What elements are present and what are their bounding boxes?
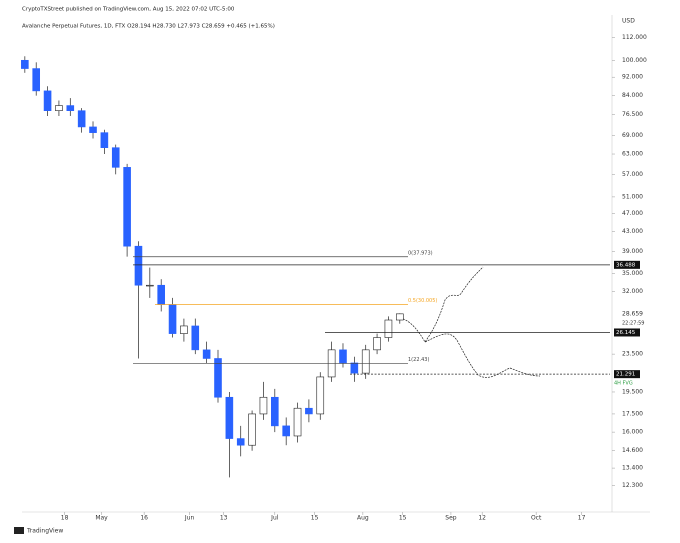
- price-box: [614, 370, 640, 379]
- y-tick-label: 100.000: [622, 57, 647, 64]
- candle-body: [384, 319, 393, 338]
- header: CryptoTXStreet published on TradingView.…: [22, 7, 235, 13]
- candle-body: [361, 349, 370, 374]
- x-tick-label: 17: [578, 515, 586, 522]
- fib-label: 0.5(30.005): [408, 298, 437, 304]
- x-tick-label: Jun: [184, 515, 195, 522]
- candle-body: [21, 59, 29, 69]
- level-note: 4H FVG: [614, 381, 633, 387]
- fib-label: 1(22.43): [408, 357, 429, 363]
- countdown: 22:27:59: [622, 320, 644, 326]
- price-box: [614, 328, 640, 337]
- x-tick-label: Sep: [445, 515, 457, 522]
- chart-title: Avalanche Perpetual Futures, 1D, FTX O28…: [22, 24, 275, 30]
- y-tick-label: 92.000: [622, 74, 643, 81]
- y-tick-label: 13.400: [622, 465, 643, 472]
- y-tick-label: 51.000: [622, 193, 643, 200]
- y-tick-label: 47.000: [622, 210, 643, 217]
- y-tick-label: 12.300: [622, 482, 643, 489]
- projection-up: [399, 266, 484, 343]
- x-tick-label: 12: [478, 515, 486, 522]
- candle-body: [350, 362, 359, 374]
- price-box: [614, 260, 640, 269]
- candle-body: [373, 337, 381, 351]
- x-tick-label: Oct: [531, 515, 542, 522]
- y-tick-label: 35.000: [622, 270, 643, 277]
- y-tick-label: 23.500: [622, 351, 643, 358]
- y-tick-label: 112.000: [622, 34, 647, 41]
- candle-body: [66, 105, 75, 111]
- candle-body: [259, 396, 268, 415]
- price-box-label: 36.488: [616, 262, 636, 268]
- candle-body: [214, 358, 222, 398]
- candle-body: [157, 284, 165, 305]
- candle-body: [202, 349, 211, 359]
- x-tick-label: May: [95, 515, 108, 522]
- candle-body: [123, 167, 131, 247]
- candle-body: [77, 110, 86, 128]
- candle-body: [236, 438, 245, 446]
- fib-label: 0(37.973): [408, 250, 433, 256]
- last-price: 28.659: [622, 310, 643, 317]
- y-tick-label: 57.000: [622, 171, 643, 178]
- projection-down: [424, 333, 541, 378]
- candle-body: [316, 376, 325, 415]
- y-tick-label: 63.000: [622, 151, 643, 158]
- candle-body: [43, 90, 52, 111]
- footer: TradingView: [26, 528, 63, 535]
- candle-body: [248, 413, 256, 446]
- candle-body: [339, 349, 347, 364]
- y-tick-label: 19.500: [622, 388, 643, 395]
- y-tick-label: 14.600: [622, 447, 643, 454]
- y-tick-label: 69.000: [622, 132, 643, 139]
- currency: USD: [622, 18, 635, 25]
- candle-body: [191, 325, 200, 351]
- candle-body: [89, 126, 97, 133]
- tv-logo: [14, 527, 24, 534]
- x-tick-label: 13: [220, 515, 228, 522]
- x-tick-label: 15: [311, 515, 319, 522]
- x-tick-label: 18: [61, 515, 69, 522]
- candle-body: [282, 425, 290, 437]
- x-tick-label: 15: [399, 515, 407, 522]
- y-tick-label: 32.000: [622, 288, 643, 295]
- candle-body: [111, 147, 120, 168]
- candle-body: [134, 245, 143, 286]
- x-tick-label: Jul: [270, 515, 279, 522]
- x-tick-label: 16: [140, 515, 148, 522]
- price-box-label: 21.291: [616, 372, 635, 378]
- candle-body: [32, 68, 41, 92]
- candle-body: [100, 132, 109, 148]
- candle-body: [395, 313, 404, 321]
- candle-body: [293, 407, 302, 437]
- y-tick-label: 39.000: [622, 248, 643, 255]
- y-tick-label: 76.500: [622, 111, 643, 118]
- candle-body: [180, 325, 188, 334]
- price-box-label: 26.145: [616, 330, 636, 336]
- y-tick-label: 16.000: [622, 429, 643, 436]
- candle-body: [146, 284, 154, 287]
- candle-body: [271, 396, 279, 427]
- candle-body: [168, 304, 177, 334]
- y-tick-label: 17.500: [622, 410, 643, 417]
- x-tick-label: Aug: [357, 515, 369, 522]
- candle-body: [55, 105, 63, 111]
- y-tick-label: 43.000: [622, 228, 643, 235]
- candle-body: [305, 407, 313, 415]
- candle-body: [225, 396, 234, 439]
- y-tick-label: 84.000: [622, 92, 643, 99]
